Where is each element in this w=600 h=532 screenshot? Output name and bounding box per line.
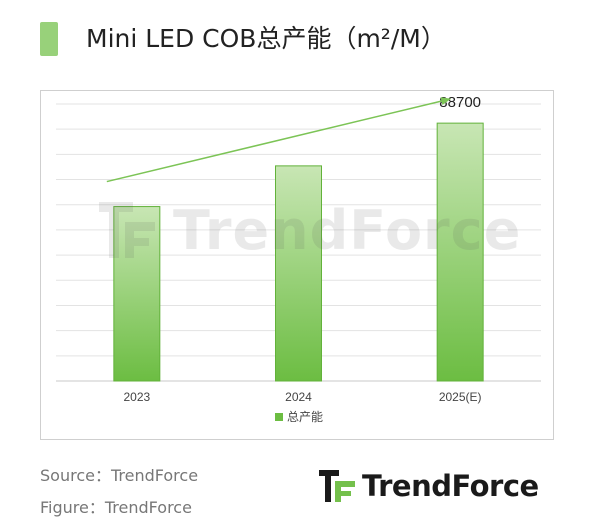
legend: 总产能 — [275, 410, 323, 424]
bars — [113, 122, 484, 382]
logo-wordmark: TrendForce — [362, 469, 539, 503]
x-tick-label: 2023 — [123, 390, 150, 404]
trendforce-logo-icon — [319, 470, 355, 502]
trend-arrow-line — [106, 97, 452, 183]
chart-title: Mini LED COB总产能（m²/M） — [86, 24, 446, 53]
figure-note: Figure：TrendForce — [40, 498, 192, 517]
x-tick-label: 2025(E) — [439, 390, 482, 404]
bar-2025(E) — [436, 122, 484, 382]
bar-2024 — [275, 165, 322, 382]
title-accent-bar — [40, 22, 58, 56]
legend-swatch — [275, 413, 283, 421]
bar-chart: 2023 2024 2025(E) 88700 总产能 — [56, 94, 541, 424]
source-note: Source：TrendForce — [40, 466, 199, 485]
data-label: 88700 — [439, 94, 481, 111]
legend-label: 总产能 — [287, 410, 323, 424]
x-tick-label: 2024 — [285, 390, 312, 404]
trendforce-logo: TrendForce — [318, 466, 558, 506]
trend-arrow — [106, 97, 452, 183]
chart-frame: 2023 2024 2025(E) 88700 总产能 — [40, 90, 554, 440]
bar-2023 — [113, 206, 161, 382]
